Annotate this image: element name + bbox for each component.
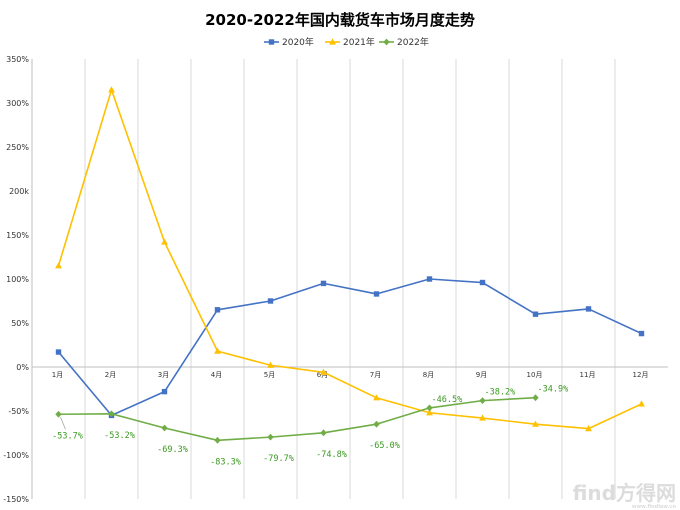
y-tick-label: -100%: [3, 451, 29, 460]
marker-diamond: [161, 424, 168, 432]
grid: [84, 59, 616, 499]
series-1: [55, 276, 645, 419]
marker-square: [532, 311, 539, 317]
data-label: -53.2%: [104, 431, 135, 441]
marker-triangle: [373, 394, 380, 401]
marker-triangle: [585, 425, 592, 432]
legend-label: 2022年: [397, 36, 429, 48]
series-layer: [55, 86, 645, 444]
watermark-subtext: www.findlaw.cn: [632, 504, 677, 510]
marker-diamond: [108, 410, 115, 418]
marker-square: [585, 306, 592, 312]
marker-diamond: [532, 394, 539, 402]
data-label: -46.5%: [432, 395, 463, 405]
marker-square: [267, 298, 274, 304]
y-tick-label: 300%: [6, 99, 29, 108]
data-label: -34.9%: [538, 385, 569, 395]
marker-diamond: [373, 420, 380, 428]
marker-diamond: [214, 436, 221, 444]
marker-triangle: [320, 368, 327, 375]
y-tick-label: 250%: [6, 143, 29, 152]
marker-triangle: [108, 86, 115, 93]
y-tick-label: -50%: [8, 407, 29, 416]
y-tick-label: 0%: [16, 363, 29, 372]
series-line: [57, 278, 642, 417]
marker-triangle: [214, 347, 221, 354]
y-tick-label: 100%: [6, 275, 29, 284]
marker-square: [638, 330, 645, 337]
data-label: -74.8%: [316, 450, 347, 460]
marker-diamond: [320, 429, 327, 437]
data-label: -65.0%: [369, 441, 400, 451]
y-tick-label: 350%: [6, 55, 29, 64]
marker-triangle: [55, 262, 62, 269]
series-line: [58, 396, 536, 442]
watermark-text: find方得网: [573, 481, 676, 505]
data-label: -53.7%: [52, 431, 83, 441]
x-tick-label: 8月: [423, 371, 434, 379]
marker-square: [214, 307, 221, 313]
x-tick-label: 3月: [158, 371, 169, 379]
marker-triangle: [161, 238, 168, 245]
series-3: [55, 394, 539, 444]
marker-square: [373, 291, 380, 297]
marker-diamond: [426, 404, 433, 412]
x-tick-label: 1月: [52, 371, 63, 379]
data-label: -69.3%: [157, 445, 188, 455]
data-labels: -53.7% -53.2% -69.3% -83.3% -79.7% -74.8% -65.…: [52, 385, 568, 468]
legend: 2020年 2021年 2022年: [264, 36, 429, 48]
x-tick-label: 6月: [317, 371, 328, 379]
marker-diamond: [55, 410, 62, 418]
chart-title: 2020-2022年国内载货车市场月度走势: [205, 11, 475, 29]
y-axis: 350% 300% 250% 200k 150% 100% 50% 0% -50% -100% -1…: [3, 55, 33, 504]
data-label-leader: [60, 417, 66, 430]
watermark: find方得网 www.findlaw.cn: [573, 481, 677, 510]
x-axis: 1月 2月 3月 4月 5月 6月 7月 8月 9月 10月 11月 12月: [32, 366, 668, 379]
marker-diamond: [267, 433, 274, 441]
marker-square: [426, 276, 433, 282]
x-tick-label: 12月: [633, 371, 649, 379]
marker-triangle: [267, 361, 274, 368]
marker-triangle: [638, 400, 645, 407]
marker-triangle: [426, 409, 433, 416]
x-tick-label: 4月: [211, 371, 222, 379]
data-label: -83.3%: [210, 457, 241, 467]
data-label: -38.2%: [485, 388, 516, 398]
data-label: -79.7%: [263, 454, 294, 464]
marker-square: [268, 39, 275, 45]
legend-label: 2021年: [343, 36, 375, 48]
x-tick-label: 11月: [580, 371, 596, 379]
y-tick-label: 200k: [9, 187, 29, 196]
marker-triangle: [329, 38, 336, 45]
y-tick-label: 150%: [6, 231, 29, 240]
x-tick-label: 2月: [105, 371, 116, 379]
series-line: [57, 89, 642, 430]
marker-triangle: [532, 420, 539, 427]
y-tick-label: -150%: [3, 495, 29, 504]
marker-square: [55, 349, 62, 355]
marker-diamond: [479, 397, 486, 405]
marker-square: [161, 388, 168, 395]
marker-triangle: [479, 414, 486, 421]
marker-diamond: [383, 38, 390, 46]
x-tick-label: 5月: [264, 371, 275, 379]
x-tick-label: 10月: [527, 371, 543, 379]
y-tick-label: 50%: [11, 319, 29, 328]
marker-square: [320, 280, 327, 287]
series-2: [55, 86, 645, 432]
legend-label: 2020年: [282, 36, 314, 48]
x-tick-label: 7月: [370, 371, 381, 379]
marker-square: [479, 279, 486, 286]
x-tick-label: 9月: [476, 371, 487, 379]
